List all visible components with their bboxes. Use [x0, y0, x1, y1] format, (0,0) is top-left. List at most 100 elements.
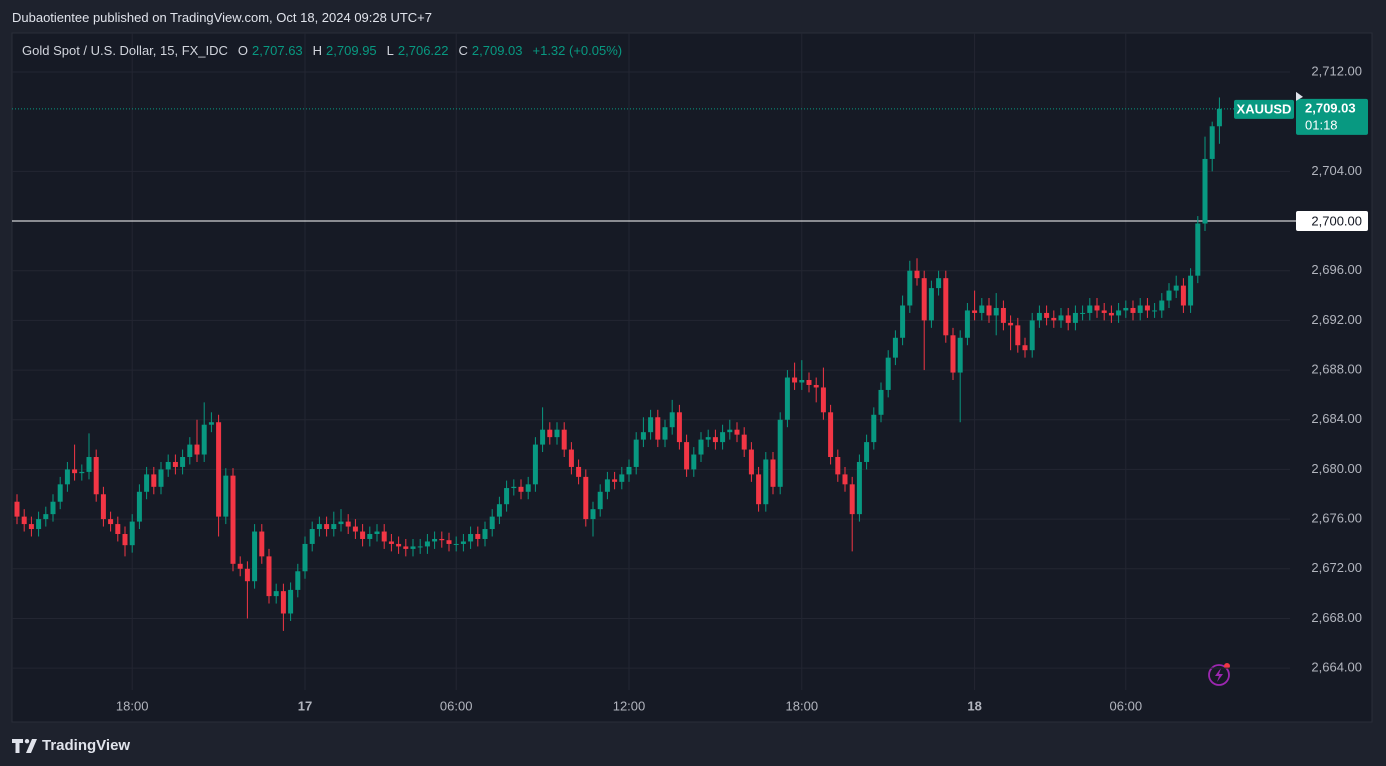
candle-body	[633, 439, 639, 467]
candle-body	[676, 412, 682, 443]
y-tick-label: 2,688.00	[1311, 362, 1362, 377]
y-tick-label: 2,672.00	[1311, 560, 1362, 575]
candle-body	[446, 540, 452, 544]
candle-body	[1101, 310, 1107, 313]
candle-body	[568, 449, 574, 467]
candle-body	[244, 568, 250, 582]
candle-body	[180, 457, 186, 467]
candle-body	[777, 419, 783, 487]
candle-body	[338, 521, 344, 525]
candle-body	[439, 538, 445, 541]
y-tick-label: 2,668.00	[1311, 610, 1362, 625]
candle-body	[417, 546, 423, 548]
candle-body	[288, 589, 294, 614]
candle-body	[1029, 320, 1035, 351]
candle-body	[511, 486, 517, 489]
candle-body	[115, 524, 121, 535]
candle-body	[223, 475, 229, 517]
candle-body	[432, 538, 438, 542]
candle-body	[1166, 290, 1172, 301]
candle-body	[547, 429, 553, 438]
candle-body	[763, 459, 769, 505]
countdown-label: 01:18	[1305, 117, 1338, 132]
last-price-bg	[1296, 98, 1368, 135]
candle-body	[489, 516, 495, 530]
candle-body	[806, 380, 812, 385]
y-tick-label: 2,704.00	[1311, 163, 1362, 178]
candle-body	[28, 524, 34, 530]
candle-body	[979, 305, 985, 313]
candle-body	[1137, 305, 1143, 313]
candle-body	[734, 429, 740, 435]
candle-body	[129, 521, 135, 546]
candle-body	[669, 412, 675, 428]
candle-body	[540, 429, 546, 445]
y-tick-label: 2,712.00	[1311, 63, 1362, 78]
y-tick-label: 2,676.00	[1311, 511, 1362, 526]
candle-body	[741, 434, 747, 450]
candle-body	[108, 519, 114, 525]
candle-body	[662, 427, 668, 440]
candle-body	[871, 414, 877, 443]
candle-body	[302, 543, 308, 572]
candle-body	[936, 278, 942, 289]
candle-body	[619, 474, 625, 482]
candle-body	[122, 534, 128, 546]
candle-body	[360, 531, 366, 539]
candle-body	[698, 439, 704, 455]
candle-body	[849, 484, 855, 515]
legend-key: C	[458, 43, 468, 58]
candle-body	[36, 519, 42, 530]
brand-logo	[12, 738, 37, 753]
candle-body	[504, 488, 510, 505]
candle-body	[57, 484, 63, 502]
brand[interactable]: TradingView	[12, 737, 130, 754]
candle-body	[604, 479, 610, 492]
candle-body	[43, 514, 49, 520]
attribution: Dubaotientee published on TradingView.co…	[12, 10, 433, 25]
candle-body	[878, 389, 884, 415]
candle-body	[1087, 305, 1093, 313]
candle-body	[950, 335, 956, 373]
candle-body	[612, 479, 618, 482]
candle-body	[309, 529, 315, 544]
candle-body	[79, 471, 85, 474]
alert-icon[interactable]	[1208, 663, 1230, 686]
y-tick-label: 2,692.00	[1311, 312, 1362, 327]
candle-body	[14, 501, 20, 517]
y-tick-label: 2,696.00	[1311, 262, 1362, 277]
x-tick-label: 06:00	[440, 698, 473, 713]
candle-body	[864, 442, 870, 462]
candle-body	[972, 310, 978, 313]
candle-body	[1159, 300, 1165, 311]
candle-body	[921, 278, 927, 321]
candle-body	[396, 543, 402, 547]
legend: Gold Spot / U.S. Dollar, 15, FX_IDC O 2,7…	[22, 43, 628, 58]
x-tick-label: 12:00	[613, 698, 646, 713]
candle-body	[1000, 307, 1006, 323]
candle-body	[590, 509, 596, 520]
candle-body	[993, 307, 999, 316]
candle-body	[1108, 312, 1114, 316]
candle-body	[1051, 317, 1057, 321]
candle-body	[756, 474, 762, 505]
candle-body	[727, 429, 733, 433]
candle-body	[892, 337, 898, 358]
candle-body	[72, 469, 78, 474]
candle-body	[712, 437, 718, 443]
candle-body	[1116, 310, 1122, 316]
candle-body	[1202, 158, 1208, 224]
candle-body	[1188, 275, 1194, 306]
candle-body	[691, 454, 697, 470]
candle-body	[1216, 108, 1222, 127]
candle-body	[640, 432, 646, 440]
candle-body	[237, 563, 243, 569]
legend-key: O	[237, 43, 249, 58]
candle-body	[770, 459, 776, 487]
candle-body	[820, 387, 826, 413]
candle-body	[1072, 312, 1078, 323]
candle-body	[532, 444, 538, 485]
candle-body	[144, 474, 150, 492]
